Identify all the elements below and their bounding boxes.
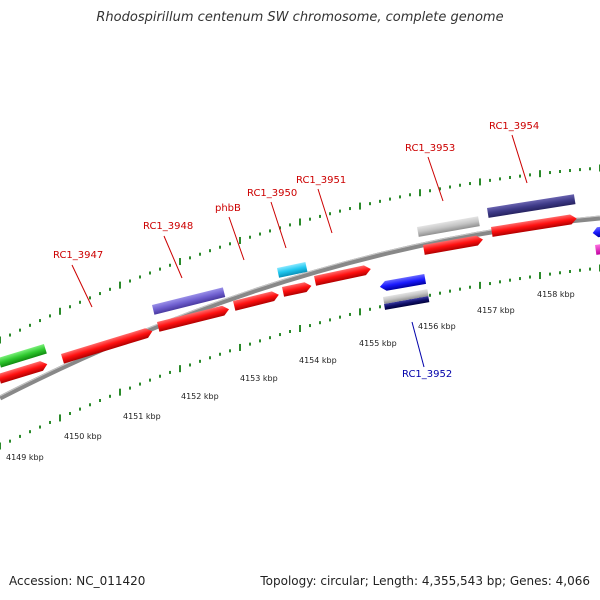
gene-label[interactable]: RC1_3954 xyxy=(489,121,539,132)
cds-feature[interactable] xyxy=(595,243,600,255)
cds-feature[interactable] xyxy=(417,216,480,237)
cds-feature-reverse[interactable] xyxy=(379,274,427,292)
gene-label-leader xyxy=(511,134,528,184)
cds-feature-green[interactable] xyxy=(0,343,47,368)
gene-label-leader xyxy=(270,201,287,249)
gene-label[interactable]: RC1_3948 xyxy=(143,221,193,232)
gene-label-leader xyxy=(317,188,333,234)
genome-summary-text: Topology: circular; Length: 4,355,543 bp… xyxy=(260,574,590,588)
tick-label: 4156 kbp xyxy=(418,322,456,331)
gene-label[interactable]: RC1_3951 xyxy=(296,175,346,186)
gene-label-leader xyxy=(163,235,183,279)
cds-feature[interactable] xyxy=(487,194,576,218)
cds-feature[interactable] xyxy=(282,281,312,297)
tick-label: 4153 kbp xyxy=(240,374,278,383)
map-title: Rhodospirillum centenum SW chromosome, c… xyxy=(96,10,504,25)
gene-label-leader xyxy=(427,156,444,202)
cds-feature[interactable] xyxy=(423,235,484,255)
ticks-layer: 4149 kbp 4150 kbp 4151 kbp 4152 kbp 4153 kbp… xyxy=(0,164,600,462)
tick-label: 4151 kbp xyxy=(123,412,161,421)
gene-label-leader xyxy=(71,264,93,308)
gene-label-leader xyxy=(228,216,245,261)
tick-label: 4158 kbp xyxy=(537,290,575,299)
gene-label[interactable]: RC1_3952 xyxy=(402,369,452,380)
cds-feature[interactable] xyxy=(277,261,308,278)
gene-labels: RC1_3947 RC1_3948 phbB RC1_3950 RC1_3951 RC1_… xyxy=(53,121,539,380)
gene-label-leader xyxy=(411,321,425,368)
cds-feature[interactable] xyxy=(152,287,226,315)
accession-text: Accession: NC_011420 xyxy=(9,574,146,588)
cds-feature[interactable] xyxy=(157,304,230,332)
gene-label[interactable]: phbB xyxy=(215,203,241,214)
cds-feature[interactable] xyxy=(491,214,578,237)
cds-feature[interactable] xyxy=(233,290,280,311)
tick-label: 4157 kbp xyxy=(477,306,515,315)
cds-feature[interactable] xyxy=(0,359,49,384)
gene-features xyxy=(0,194,600,384)
gene-label[interactable]: RC1_3953 xyxy=(405,143,455,154)
gene-label[interactable]: RC1_3947 xyxy=(53,250,103,261)
tick-label: 4152 kbp xyxy=(181,392,219,401)
cds-feature-reverse[interactable] xyxy=(383,289,429,304)
tick-label: 4150 kbp xyxy=(64,432,102,441)
tick-label: 4154 kbp xyxy=(299,356,337,365)
tick-label: 4149 kbp xyxy=(6,453,44,462)
tick-label: 4155 kbp xyxy=(359,339,397,348)
cds-feature-reverse[interactable] xyxy=(592,225,600,238)
cds-feature[interactable] xyxy=(61,327,154,364)
cds-feature-reverse[interactable] xyxy=(384,296,430,310)
gene-label[interactable]: RC1_3950 xyxy=(247,188,297,199)
cds-feature[interactable] xyxy=(314,264,372,286)
